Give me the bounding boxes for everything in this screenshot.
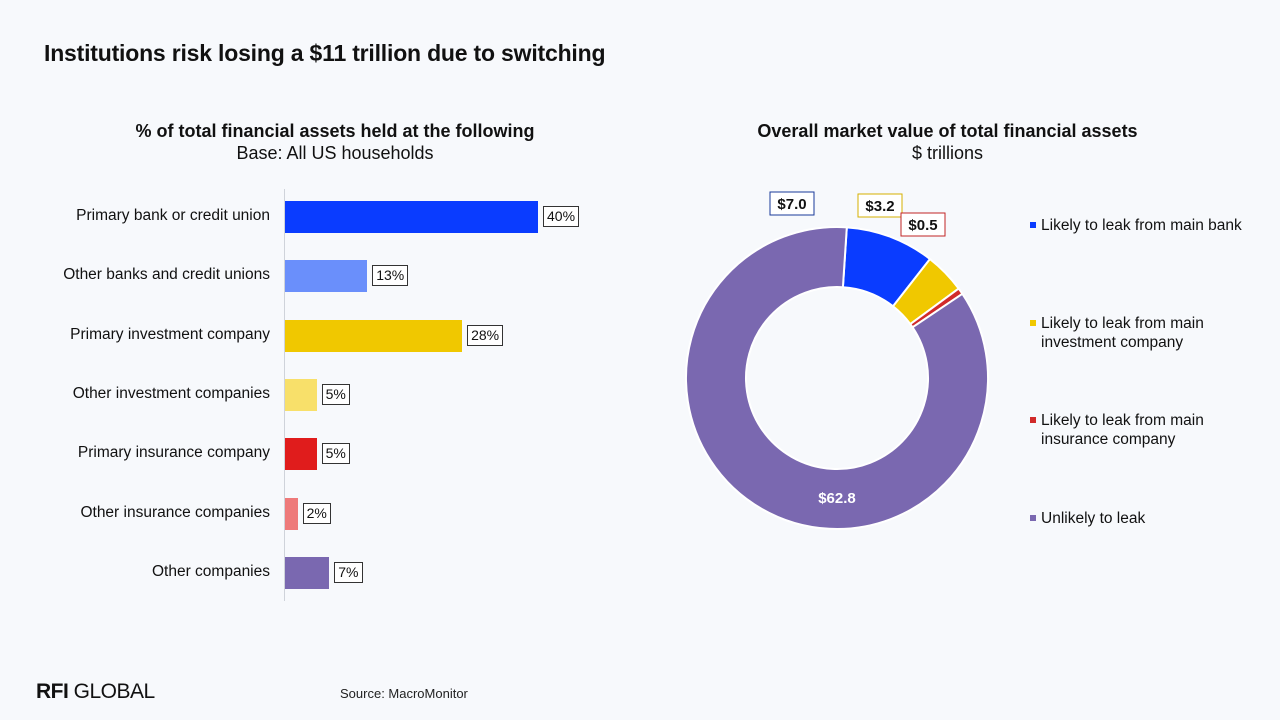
bar-row: Other investment companies 5%	[0, 378, 640, 411]
legend-item: Unlikely to leak	[1030, 509, 1251, 528]
bar	[285, 319, 463, 352]
bar-value-label: 5%	[321, 383, 350, 405]
bar-category-label: Primary insurance company	[77, 444, 270, 462]
bar-value-label: 13%	[372, 265, 409, 287]
page-title: Institutions risk losing a $11 trillion …	[44, 40, 606, 66]
bar-value-label: 28%	[467, 324, 504, 346]
donut-chart-subtitle: $ trillions	[911, 143, 984, 163]
donut-value-label: $0.5	[908, 217, 937, 234]
legend-item: Likely to leak from main insurance compa…	[1030, 411, 1251, 449]
bar-value-label: 40%	[543, 206, 580, 227]
legend-swatch	[1030, 417, 1036, 423]
legend-label: Likely to leak from main bank	[1041, 217, 1242, 234]
bar-value-label: 2%	[302, 502, 331, 524]
bar-row: Other insurance companies 2%	[0, 497, 640, 530]
donut-chart: $7.0 $3.2 $0.5 $62.8	[685, 191, 989, 530]
bar-chart-title: % of total financial assets held at the …	[135, 121, 535, 141]
bar-row: Primary investment company 28%	[0, 319, 640, 352]
bar-row: Primary bank or credit union 40%	[0, 201, 640, 233]
donut-chart-title: Overall market value of total financial …	[757, 121, 1138, 141]
donut-value-label: $7.0	[777, 196, 806, 213]
legend-label: Likely to leak from main insurance compa…	[1041, 412, 1204, 448]
bar	[285, 497, 298, 530]
bar-category-label: Primary bank or credit union	[76, 207, 270, 224]
legend-item: Likely to leak from main bank	[1030, 216, 1251, 235]
legend-swatch	[1030, 515, 1036, 521]
legend-label: Likely to leak from main investment comp…	[1041, 315, 1204, 351]
bar-chart-subtitle: Base: All US households	[236, 143, 434, 163]
donut-value-label: $3.2	[865, 198, 894, 215]
bar-value-label: 5%	[321, 443, 350, 465]
bar-row: Other companies 7%	[0, 556, 640, 589]
bar-category-label: Other insurance companies	[80, 503, 270, 521]
rfi-global-logo: RFI GLOBAL	[36, 680, 155, 703]
bar-value-label: 7%	[334, 561, 363, 583]
donut-label-box	[900, 212, 946, 237]
source-note: Source: MacroMonitor	[340, 686, 468, 701]
bar	[285, 378, 317, 411]
legend-item: Likely to leak from main investment comp…	[1030, 314, 1251, 352]
bar-chart-title-block: % of total financial assets held at the …	[90, 120, 580, 164]
donut-label-box	[857, 193, 903, 218]
bar-row: Other banks and credit unions 13%	[0, 260, 640, 293]
donut-slice	[685, 226, 989, 530]
donut-value-label: $62.8	[818, 490, 856, 507]
bar-category-label: Other investment companies	[72, 384, 270, 402]
bar-category-label: Primary investment company	[70, 325, 270, 343]
legend-swatch	[1030, 222, 1036, 228]
legend-label: Unlikely to leak	[1041, 510, 1146, 527]
bar	[285, 438, 317, 471]
bar	[285, 556, 330, 589]
bar-category-label: Other banks and credit unions	[63, 266, 270, 284]
bar-category-label: Other companies	[151, 562, 270, 580]
bar	[285, 260, 368, 293]
legend-swatch	[1030, 320, 1036, 326]
donut-chart-title-block: Overall market value of total financial …	[700, 120, 1195, 164]
bar-row: Primary insurance company 5%	[0, 438, 640, 471]
donut-label-box	[769, 191, 815, 216]
bar-chart: Primary bank or credit union 40% Other ban…	[0, 180, 640, 610]
bar-chart-axis	[284, 189, 285, 601]
bar	[285, 201, 538, 233]
